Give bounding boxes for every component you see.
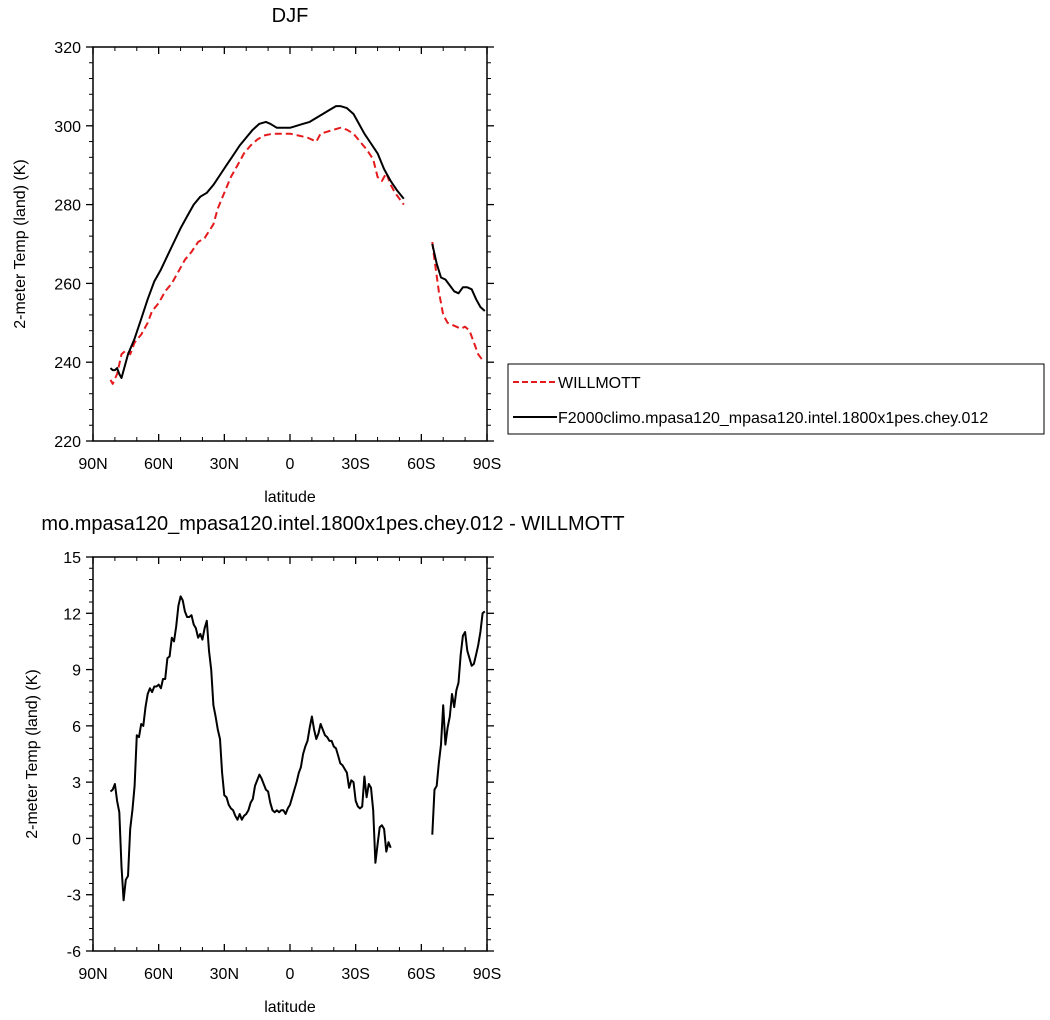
plot-frame	[92, 46, 488, 442]
x-tick-label: 90S	[473, 966, 501, 983]
series-line-willmott	[431, 241, 484, 361]
y-tick-label: 3	[72, 775, 81, 792]
x-tick-label: 30S	[341, 456, 369, 473]
axis-ticks: 90N 60N 30N 0 30S 60S 90S -6 -3 0 3 6 9 12 15	[63, 550, 501, 983]
x-tick-label: 30N	[210, 966, 239, 983]
legend-label-model: F2000climo.mpasa120_mpasa120.intel.1800x…	[558, 410, 988, 427]
series-line-model	[431, 243, 486, 312]
y-tick-label: 300	[54, 119, 81, 136]
series-line-difference	[109, 595, 392, 902]
y-tick-label: 12	[63, 606, 81, 623]
y-tick-label: -6	[67, 944, 81, 961]
y-tick-label: 320	[54, 40, 81, 57]
series-layer	[109, 105, 486, 385]
x-tick-label: 0	[286, 966, 295, 983]
x-tick-label: 90S	[473, 456, 501, 473]
y-axis-label: 2-meter Temp (land) (K)	[12, 159, 29, 329]
y-tick-label: 240	[54, 355, 81, 372]
y-tick-label: 220	[54, 434, 81, 451]
axis-ticks: 90N 60N 30N 0 30S 60S 90S 220 240 260 280 300 320	[54, 40, 501, 473]
y-tick-label: -3	[67, 888, 81, 905]
x-tick-label: 90N	[78, 966, 107, 983]
y-axis-label: 2-meter Temp (land) (K)	[24, 669, 41, 839]
y-tick-label: 9	[72, 663, 81, 680]
y-tick-label: 260	[54, 276, 81, 293]
x-tick-label: 60S	[407, 966, 435, 983]
chart-djf: DJF 90N 60N 30N 0 30S 60S 90S 220 240 260 280 300 32…	[12, 5, 1045, 506]
x-tick-label: 30S	[341, 966, 369, 983]
x-axis-label: latitude	[264, 489, 316, 506]
legend-box	[507, 363, 1045, 435]
series-layer	[109, 595, 486, 902]
x-tick-label: 0	[286, 456, 295, 473]
plot-frame	[92, 556, 488, 952]
x-tick-label: 60N	[144, 456, 173, 473]
x-tick-label: 60S	[407, 456, 435, 473]
legend: WILLMOTT F2000climo.mpasa120_mpasa120.in…	[507, 363, 1045, 435]
x-tick-label: 90N	[78, 456, 107, 473]
x-tick-label: 30N	[210, 456, 239, 473]
legend-label-willmott: WILLMOTT	[558, 375, 641, 392]
chart-title: mo.mpasa120_mpasa120.intel.1800x1pes.che…	[41, 513, 624, 535]
y-tick-label: 6	[72, 719, 81, 736]
chart-title: DJF	[272, 5, 309, 27]
y-tick-label: 15	[63, 550, 81, 567]
x-axis-label: latitude	[264, 999, 316, 1016]
series-line-willmott	[109, 126, 405, 385]
x-tick-label: 60N	[144, 966, 173, 983]
y-tick-label: 280	[54, 198, 81, 215]
y-tick-label: 0	[72, 831, 81, 848]
chart-difference: mo.mpasa120_mpasa120.intel.1800x1pes.che…	[24, 513, 625, 1016]
series-line-model	[109, 105, 405, 379]
series-line-difference	[431, 610, 486, 835]
